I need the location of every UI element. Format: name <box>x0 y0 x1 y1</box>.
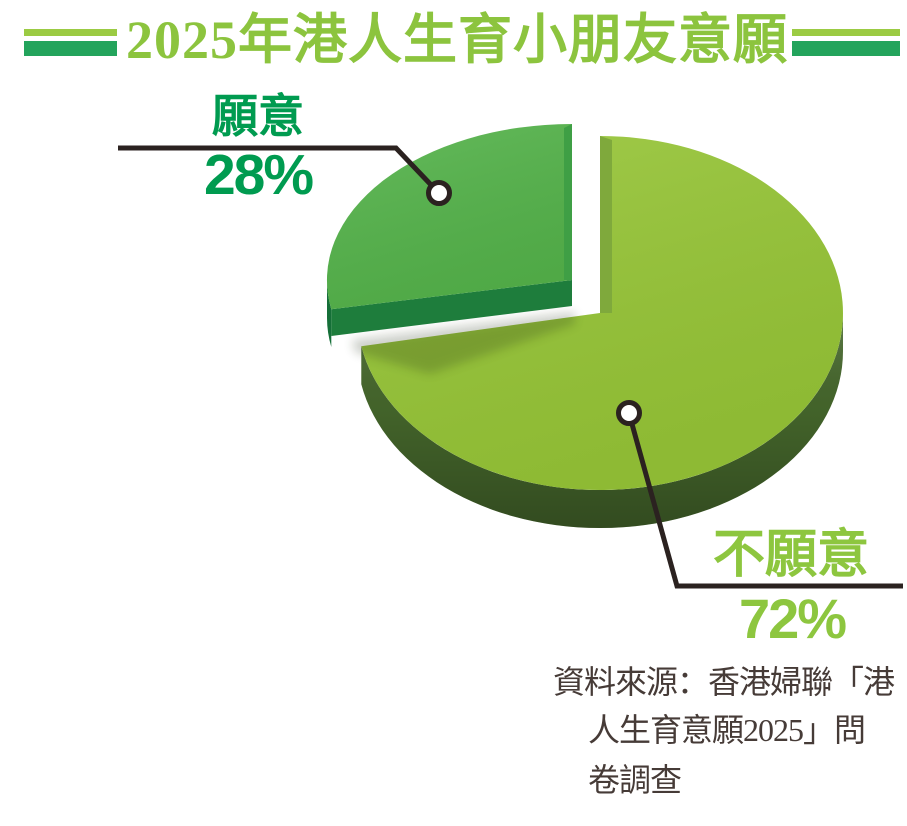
slice-value-unwilling: 72% <box>738 587 847 650</box>
title-rule-left-dark <box>24 41 117 56</box>
source-note-line-1: 資料來源：香港婦聯「港 <box>553 664 895 700</box>
slice-label-unwilling: 不願意 <box>712 526 869 584</box>
chart-title: 2025年港人生育小朋友意願 <box>126 10 788 70</box>
slice-unwilling-rim-shading <box>361 313 844 529</box>
slice-unwilling-cut-face <box>600 136 612 313</box>
slice-willing-front-face <box>331 280 572 336</box>
callout-marker-willing <box>426 180 452 206</box>
title-rule-right-dark <box>792 41 900 56</box>
slice-value-willing: 28% <box>203 143 314 207</box>
slice-willing-top-shading <box>326 124 572 310</box>
title-rule-left-light <box>24 29 117 36</box>
source-note-line-3: 卷調查 <box>588 762 682 798</box>
callout-line-unwilling <box>629 423 903 589</box>
callout-marker-unwilling <box>616 400 642 426</box>
slice-willing-rim <box>326 280 332 347</box>
slice-willing-cut-face <box>564 124 572 280</box>
callout-line-willing <box>118 145 436 190</box>
exploded-slice-shadow <box>352 312 575 374</box>
slice-label-willing: 願意 <box>212 90 304 142</box>
title-rule-right-light <box>792 29 900 36</box>
source-note-line-2: 人生育意願2025」問 <box>588 712 866 748</box>
